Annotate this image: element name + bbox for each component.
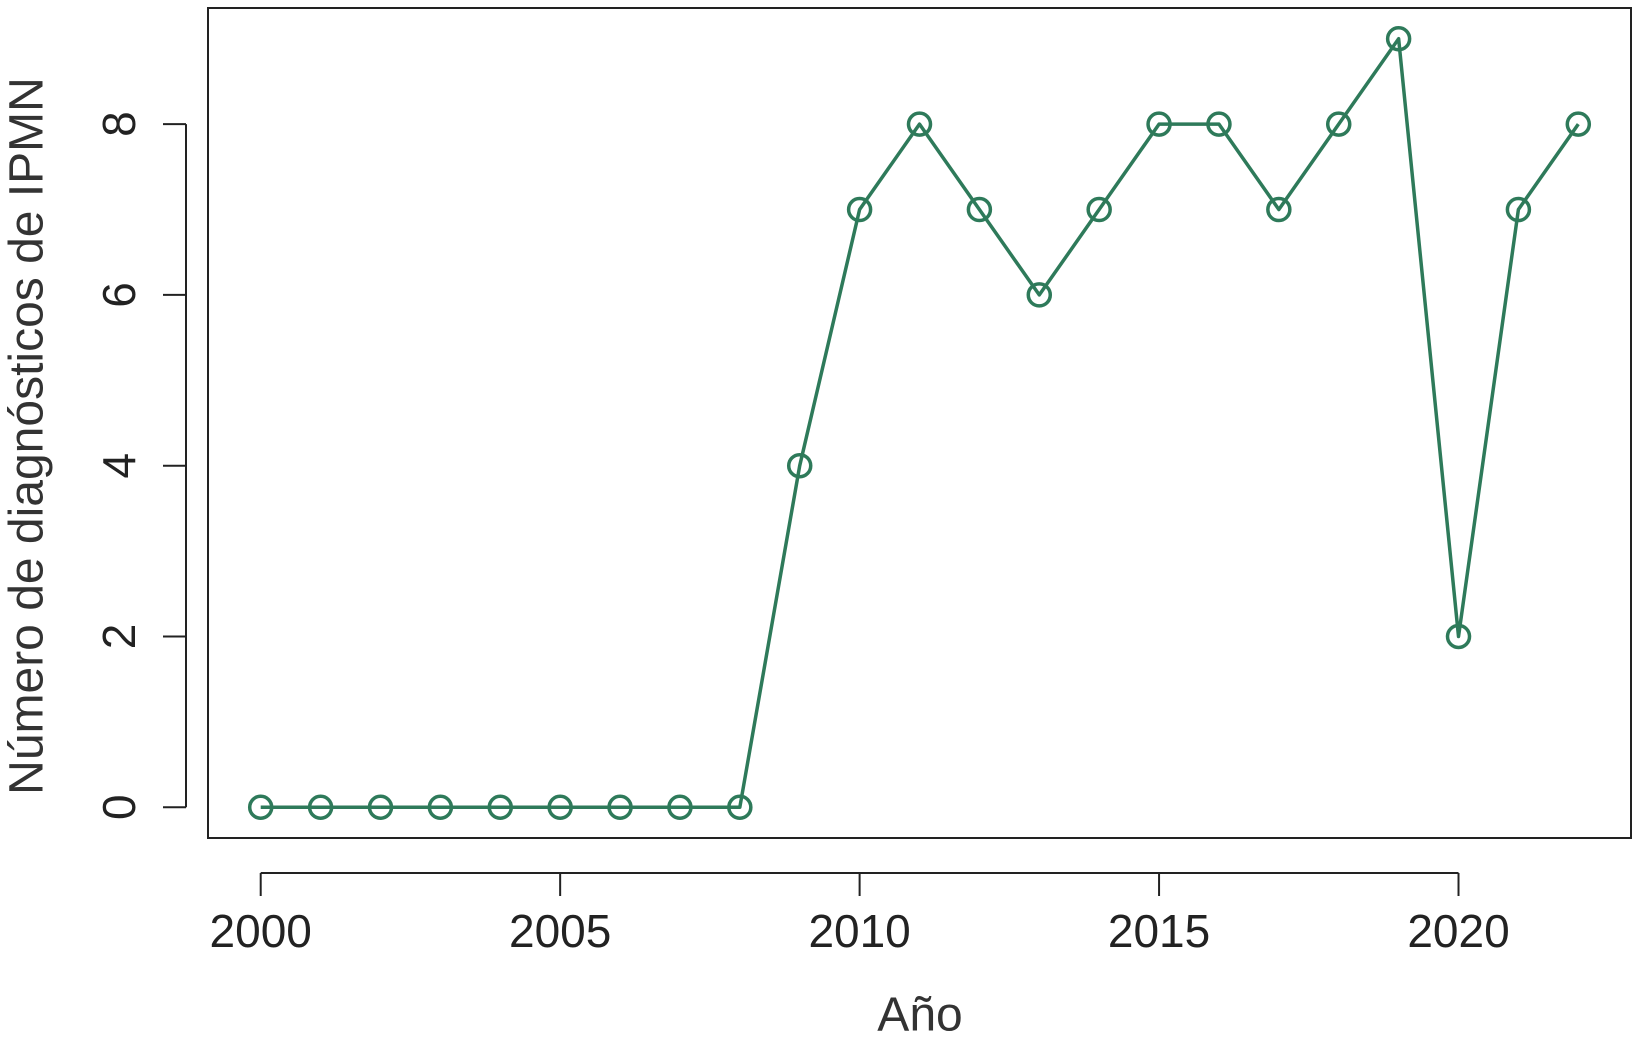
- data-point: [1565, 111, 1592, 137]
- y-tick-label: 4: [93, 453, 145, 479]
- data-point: [487, 794, 514, 821]
- data-point: [307, 794, 334, 821]
- plot-frame: [207, 7, 1632, 839]
- data-point: [367, 794, 394, 821]
- x-tick-label: 2005: [509, 905, 611, 957]
- x-tick-label: 2020: [1407, 905, 1509, 957]
- data-point: [1206, 111, 1232, 137]
- data-point: [247, 794, 274, 821]
- x-tick-label: 2000: [210, 905, 312, 957]
- data-point: [966, 196, 993, 223]
- x-axis-label: Año: [877, 989, 962, 1042]
- data-point: [1026, 282, 1053, 308]
- data-point: [846, 196, 873, 223]
- data-point: [1385, 25, 1412, 52]
- data-point: [1505, 196, 1532, 223]
- y-tick-label: 8: [93, 111, 145, 137]
- y-axis-label: Número de diagnósticos de IPMN: [1, 77, 54, 795]
- data-point: [1325, 111, 1352, 137]
- data-point: [427, 794, 454, 821]
- data-point: [1266, 196, 1292, 223]
- data-point: [1445, 623, 1472, 650]
- data-line: [260, 36, 1580, 810]
- y-tick-label: 6: [93, 282, 145, 308]
- y-tick-label: 0: [93, 794, 145, 820]
- data-point: [1086, 196, 1112, 223]
- data-point: [547, 794, 573, 821]
- y-tick-label: 2: [93, 624, 145, 650]
- x-tick-label: 2015: [1108, 905, 1210, 957]
- data-point: [667, 794, 693, 821]
- data-point: [786, 452, 813, 479]
- data-point: [607, 794, 633, 821]
- data-point: [1146, 111, 1172, 137]
- x-tick-label: 2010: [808, 905, 910, 957]
- data-point: [906, 111, 933, 137]
- data-point: [727, 794, 753, 821]
